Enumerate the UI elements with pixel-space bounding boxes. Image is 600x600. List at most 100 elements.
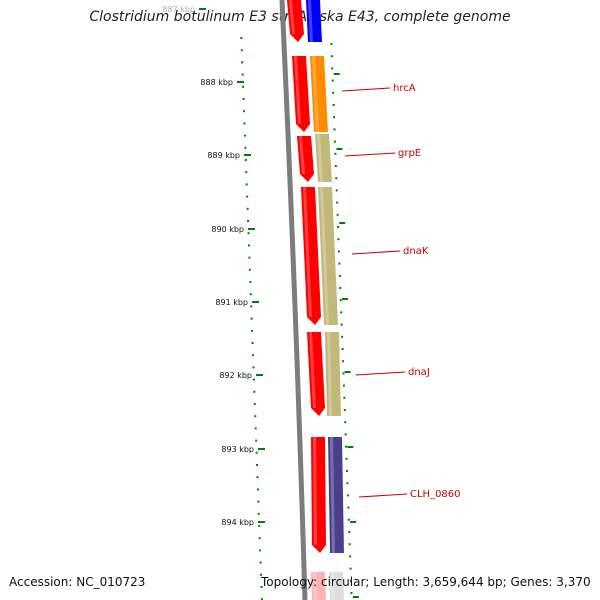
inner-ring-dot — [245, 171, 248, 174]
kbp-tick — [244, 154, 251, 156]
inner-ring-dot — [256, 488, 259, 491]
outer-ring-dot — [336, 213, 339, 216]
reverse-gene-block — [297, 136, 314, 182]
kbp-tick — [237, 81, 244, 83]
kbp-label: 893 kbp — [221, 445, 254, 454]
inner-ring-dot — [248, 256, 251, 259]
gene-dnaK — [318, 187, 338, 325]
inner-ring-dot — [258, 525, 261, 527]
inner-ring-dot — [259, 561, 262, 564]
outer-ring-dot — [337, 226, 340, 228]
outer-ring-dot — [348, 531, 351, 533]
outer-ring-dot — [342, 372, 345, 375]
gene-CLH_0860-highlight — [330, 437, 335, 553]
kbp-label: 889 kbp — [207, 151, 240, 160]
gene-leader-line — [355, 371, 406, 376]
gene-leader-line — [351, 250, 401, 255]
outer-ring-dot — [338, 274, 341, 277]
gene-leader-line — [358, 493, 408, 498]
inner-ring-dot — [257, 500, 260, 503]
inner-ring-dot — [260, 573, 263, 576]
kbp-label: 891 kbp — [215, 298, 248, 307]
gene-dnaJ-highlight — [327, 332, 332, 416]
outer-ring-tick — [336, 148, 343, 150]
outer-ring-dot — [336, 201, 339, 204]
forward-gene-block-faded — [329, 572, 344, 600]
inner-ring-dot — [242, 98, 245, 100]
gene-grpE-highlight — [317, 134, 323, 182]
inner-ring-dot — [240, 49, 243, 52]
reverse-gene-block-highlight — [303, 187, 312, 317]
outer-ring-dot — [333, 128, 336, 131]
reverse-gene-block — [307, 332, 325, 416]
inner-ring-dot — [243, 110, 246, 113]
kbp-tick — [258, 521, 265, 523]
inner-ring-dot — [253, 403, 256, 405]
inner-ring-dot — [251, 329, 254, 332]
inner-ring-dot — [260, 586, 263, 588]
gene-label-CLH_0860[interactable]: CLH_0860 — [410, 489, 461, 500]
outer-ring-tick — [339, 222, 346, 224]
gene-label-dnaK[interactable]: dnaK — [403, 246, 429, 257]
gene-label-grpE[interactable]: grpE — [398, 148, 421, 159]
outer-ring-dot — [333, 116, 336, 119]
gene-grpE — [315, 134, 332, 182]
gene-label-dnaJ[interactable]: dnaJ — [408, 367, 430, 378]
outer-ring-dot — [333, 140, 336, 143]
kbp-label: 892 kbp — [219, 371, 252, 380]
inner-ring-dot — [253, 390, 256, 393]
inner-ring-dot — [254, 415, 257, 418]
inner-ring-dot — [247, 220, 250, 222]
outer-ring-dot — [345, 457, 348, 460]
outer-ring-tick — [350, 521, 357, 523]
inner-ring-dot — [251, 354, 254, 357]
inner-ring-dot — [243, 134, 246, 137]
inner-ring-dot — [255, 451, 258, 454]
outer-ring-dot — [335, 189, 338, 192]
inner-ring-dot — [250, 317, 253, 320]
outer-ring-dot — [337, 238, 340, 241]
outer-ring-dot — [346, 482, 349, 485]
gene-label-hrcA[interactable]: hrcA — [393, 83, 416, 94]
outer-ring-dot — [332, 91, 335, 94]
inner-ring-dot — [243, 122, 246, 125]
inner-ring-dot — [252, 378, 255, 381]
genome-summary-text: Topology: circular; Length: 3,659,644 bp… — [261, 575, 591, 589]
outer-ring-dot — [346, 470, 349, 472]
kbp-label: 894 kbp — [221, 518, 254, 527]
outer-ring-dot — [339, 287, 342, 289]
inner-ring-dot — [259, 549, 262, 552]
outer-ring-dot — [346, 494, 349, 497]
outer-ring-tick — [341, 298, 348, 300]
reverse-gene-block — [311, 437, 326, 553]
inner-ring-dot — [241, 73, 244, 76]
outer-ring-dot — [331, 67, 334, 70]
outer-ring-dot — [335, 177, 338, 180]
outer-ring-dot — [332, 104, 335, 106]
outer-ring-dot — [350, 592, 353, 594]
inner-ring-dot — [255, 439, 258, 442]
inner-ring-dot — [240, 37, 243, 39]
outer-ring-dot — [341, 360, 344, 363]
reverse-gene-block-faded-highlight — [313, 572, 317, 600]
outer-ring-dot — [334, 165, 337, 167]
genome-backbone — [279, 0, 308, 600]
outer-ring-dot — [330, 55, 333, 58]
inner-ring-dot — [257, 512, 260, 515]
gene-hrcA — [310, 56, 328, 132]
outer-ring-tick — [333, 73, 340, 75]
inner-ring-dot — [256, 464, 259, 466]
kbp-tick — [252, 301, 259, 303]
outer-ring-dot — [334, 152, 337, 155]
outer-ring-dot — [330, 43, 333, 45]
reverse-gene-block — [287, 0, 304, 42]
reverse-gene-block-highlight — [289, 0, 295, 34]
inner-ring-dot — [247, 244, 250, 247]
forward-gene-block-faded-highlight — [331, 572, 335, 600]
outer-ring-dot — [339, 299, 342, 302]
outer-ring-dot — [347, 518, 350, 521]
outer-ring-dot — [344, 421, 347, 424]
inner-ring-dot — [251, 342, 254, 344]
outer-ring-dot — [343, 396, 346, 399]
inner-ring-dot — [246, 195, 249, 198]
